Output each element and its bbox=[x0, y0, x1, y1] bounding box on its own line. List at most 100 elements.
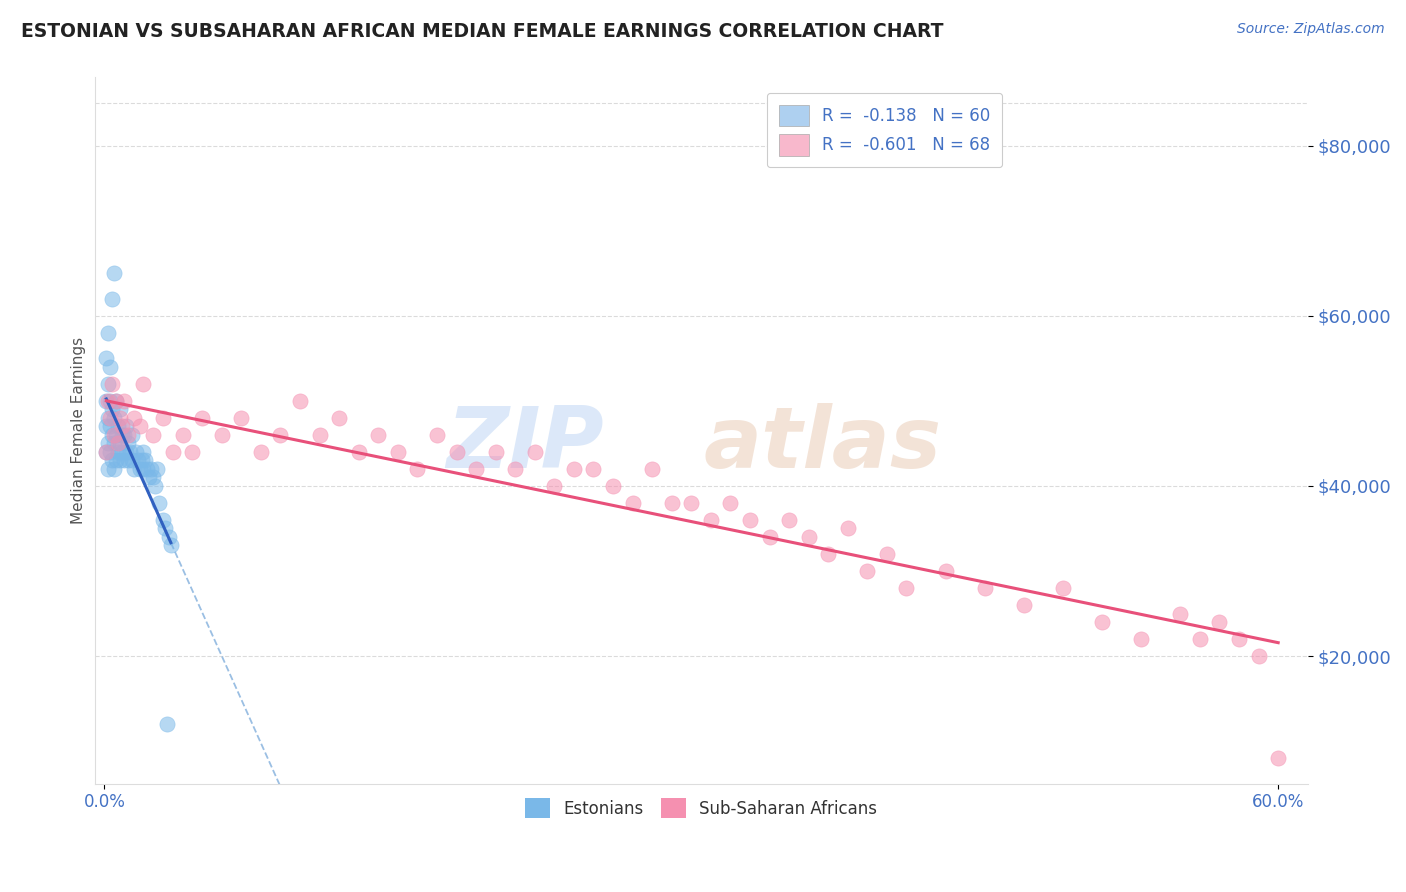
Point bbox=[111, 445, 134, 459]
Point bbox=[97, 393, 120, 408]
Point bbox=[876, 547, 898, 561]
Point bbox=[211, 427, 233, 442]
Point bbox=[738, 513, 761, 527]
Point bbox=[700, 513, 723, 527]
Point bbox=[681, 496, 703, 510]
Point bbox=[117, 453, 139, 467]
Point bbox=[856, 564, 879, 578]
Point bbox=[231, 410, 253, 425]
Point bbox=[162, 445, 184, 459]
Point bbox=[118, 445, 141, 459]
Point bbox=[935, 564, 957, 578]
Point bbox=[107, 436, 129, 450]
Point bbox=[582, 462, 605, 476]
Point bbox=[641, 462, 664, 476]
Point bbox=[105, 393, 128, 408]
Point bbox=[134, 453, 156, 467]
Point bbox=[406, 462, 429, 476]
Point bbox=[111, 419, 134, 434]
Point bbox=[328, 410, 350, 425]
Point bbox=[758, 530, 780, 544]
Point bbox=[1227, 632, 1250, 646]
Point bbox=[347, 445, 370, 459]
Point bbox=[148, 496, 170, 510]
Point bbox=[132, 445, 155, 459]
Point bbox=[103, 462, 125, 476]
Point bbox=[141, 462, 163, 476]
Point bbox=[1247, 649, 1270, 664]
Point bbox=[308, 427, 330, 442]
Point bbox=[1208, 615, 1230, 629]
Point bbox=[1052, 581, 1074, 595]
Point bbox=[269, 427, 291, 442]
Point bbox=[387, 445, 409, 459]
Point bbox=[181, 445, 204, 459]
Point bbox=[121, 427, 143, 442]
Point bbox=[117, 436, 139, 450]
Point bbox=[602, 479, 624, 493]
Point bbox=[191, 410, 214, 425]
Point bbox=[1170, 607, 1192, 621]
Point bbox=[503, 462, 526, 476]
Point bbox=[122, 462, 145, 476]
Point bbox=[143, 479, 166, 493]
Point bbox=[97, 376, 120, 391]
Point bbox=[101, 292, 124, 306]
Text: ESTONIAN VS SUBSAHARAN AFRICAN MEDIAN FEMALE EARNINGS CORRELATION CHART: ESTONIAN VS SUBSAHARAN AFRICAN MEDIAN FE… bbox=[21, 22, 943, 41]
Point bbox=[98, 419, 121, 434]
Point bbox=[562, 462, 585, 476]
Point bbox=[103, 266, 125, 280]
Point bbox=[107, 445, 129, 459]
Point bbox=[797, 530, 820, 544]
Point bbox=[523, 445, 546, 459]
Point bbox=[112, 453, 135, 467]
Point bbox=[122, 410, 145, 425]
Text: atlas: atlas bbox=[703, 403, 942, 486]
Point bbox=[103, 427, 125, 442]
Point bbox=[112, 393, 135, 408]
Point bbox=[250, 445, 273, 459]
Text: Source: ZipAtlas.com: Source: ZipAtlas.com bbox=[1237, 22, 1385, 37]
Point bbox=[108, 436, 131, 450]
Point bbox=[157, 530, 180, 544]
Point bbox=[111, 427, 134, 442]
Point bbox=[132, 462, 155, 476]
Point bbox=[1012, 598, 1035, 612]
Point bbox=[152, 410, 174, 425]
Point bbox=[1091, 615, 1114, 629]
Point bbox=[108, 453, 131, 467]
Point bbox=[98, 445, 121, 459]
Point bbox=[778, 513, 800, 527]
Point bbox=[96, 351, 118, 366]
Point bbox=[96, 445, 118, 459]
Legend: Estonians, Sub-Saharan Africans: Estonians, Sub-Saharan Africans bbox=[519, 791, 883, 825]
Point bbox=[367, 427, 389, 442]
Point bbox=[142, 427, 165, 442]
Point bbox=[131, 453, 153, 467]
Point bbox=[446, 445, 468, 459]
Point bbox=[101, 453, 124, 467]
Point bbox=[97, 410, 120, 425]
Point bbox=[101, 376, 124, 391]
Point bbox=[103, 410, 125, 425]
Point bbox=[108, 410, 131, 425]
Point bbox=[97, 436, 120, 450]
Point bbox=[96, 445, 118, 459]
Point bbox=[621, 496, 644, 510]
Point bbox=[108, 402, 131, 417]
Point bbox=[156, 717, 179, 731]
Point bbox=[136, 462, 159, 476]
Point bbox=[160, 539, 183, 553]
Point bbox=[98, 359, 121, 374]
Point bbox=[1130, 632, 1153, 646]
Point bbox=[112, 427, 135, 442]
Point bbox=[718, 496, 741, 510]
Point bbox=[121, 453, 143, 467]
Point bbox=[103, 436, 125, 450]
Point bbox=[97, 326, 120, 340]
Point bbox=[973, 581, 995, 595]
Point bbox=[96, 393, 118, 408]
Point bbox=[465, 462, 488, 476]
Point bbox=[105, 453, 128, 467]
Point bbox=[96, 419, 118, 434]
